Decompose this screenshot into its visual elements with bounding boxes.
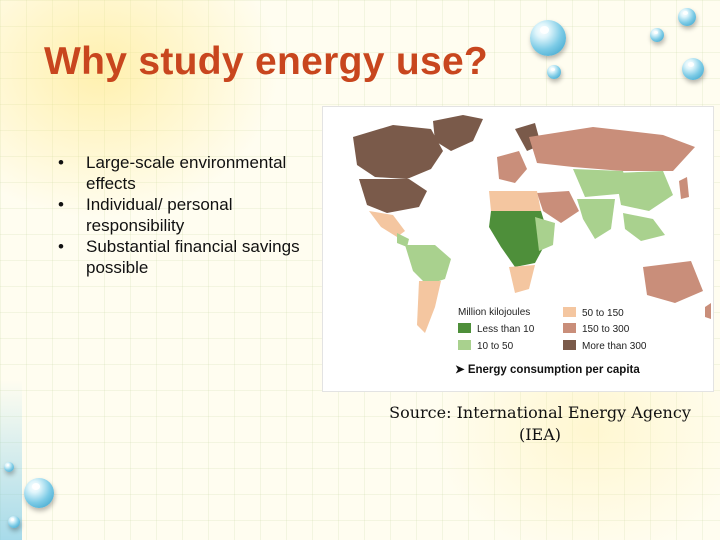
legend-label: Less than 10 — [477, 324, 535, 335]
map-legend-item: More than 300 — [563, 340, 647, 352]
map-region-canada — [353, 125, 443, 179]
map-legend-item: 50 to 150 — [563, 307, 624, 319]
arrow-icon: ➤ — [455, 364, 468, 376]
map-region-south-america-south — [417, 281, 441, 333]
bullet-item: Individual/ personal responsibility — [58, 194, 308, 236]
map-region-central-america-south — [397, 233, 409, 247]
map-region-australia — [643, 261, 703, 303]
map-caption-text: Energy consumption per capita — [467, 364, 640, 376]
water-drop-icon — [8, 516, 20, 528]
legend-label: More than 300 — [582, 341, 647, 352]
legend-label: 150 to 300 — [582, 324, 630, 335]
map-region-new-zealand — [705, 303, 711, 319]
map-region-greenland — [433, 115, 483, 151]
map-region-south-america-north — [405, 245, 451, 285]
map-region-central-asia — [573, 169, 629, 197]
map-legend-item: 150 to 300 — [563, 323, 629, 335]
map-region-africa-east — [535, 217, 555, 251]
map-legend-item: Less than 10 — [458, 323, 534, 335]
legend-swatch — [458, 323, 471, 333]
legend-swatch — [458, 340, 471, 350]
map-region-usa — [359, 179, 427, 213]
decorative-stripe — [0, 380, 22, 540]
water-drop-icon — [682, 58, 704, 80]
legend-swatch — [563, 340, 576, 350]
world-map-graphic — [353, 115, 711, 333]
map-region-africa-south — [509, 265, 535, 293]
world-energy-map: Million kilojoules Less than 10 10 to 50… — [322, 106, 714, 392]
water-drop-icon — [678, 8, 696, 26]
source-caption: Source: International Energy Agency (IEA… — [389, 403, 691, 444]
water-drop-icon — [530, 20, 566, 56]
water-drop-icon — [4, 462, 14, 472]
map-region-southeast-asia — [623, 213, 665, 241]
water-drop-icon — [547, 65, 561, 79]
bullet-item: Large-scale environmental effects — [58, 152, 308, 194]
legend-label: 50 to 150 — [582, 308, 624, 319]
legend-swatch — [563, 307, 576, 317]
bullet-list: Large-scale environmental effects Indivi… — [58, 152, 308, 278]
map-region-japan — [679, 177, 689, 199]
water-drop-icon — [650, 28, 664, 42]
map-region-central-america — [369, 211, 405, 237]
legend-label: 10 to 50 — [477, 341, 514, 352]
map-legend-title: Million kilojoules — [458, 307, 531, 318]
map-legend-item: 10 to 50 — [458, 340, 513, 352]
map-caption: ➤ Energy consumption per capita — [455, 362, 640, 376]
map-region-africa-central — [489, 211, 549, 267]
map-region-middle-east — [537, 191, 579, 223]
water-drop-icon — [24, 478, 54, 508]
legend-swatch — [563, 323, 576, 333]
slide-title: Why study energy use? — [44, 40, 489, 83]
map-region-russia — [529, 127, 695, 171]
map-region-africa-north — [489, 191, 541, 215]
bullet-item: Substantial financial savings possible — [58, 236, 308, 278]
map-region-south-asia — [577, 199, 615, 239]
map-region-europe-west — [497, 151, 527, 183]
map-region-china — [615, 171, 673, 211]
